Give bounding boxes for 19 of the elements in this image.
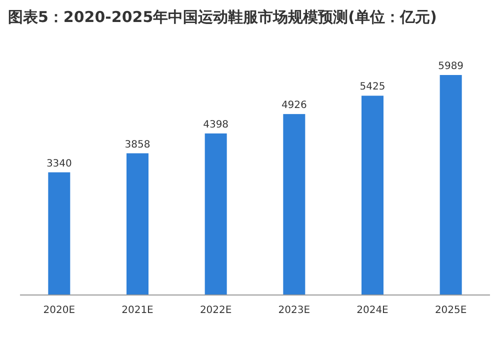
x-tick-label: 2024E bbox=[356, 305, 388, 316]
bar bbox=[48, 172, 70, 295]
x-tick-label: 2022E bbox=[200, 305, 232, 316]
bar bbox=[362, 96, 384, 295]
data-label: 4398 bbox=[203, 119, 229, 130]
data-label: 5989 bbox=[438, 61, 464, 72]
data-label: 3340 bbox=[46, 158, 72, 170]
bar bbox=[440, 75, 462, 295]
bar bbox=[283, 114, 306, 295]
data-label: 4926 bbox=[281, 100, 307, 112]
x-tick-label: 2023E bbox=[278, 305, 310, 316]
bar bbox=[126, 153, 148, 295]
x-tick-label: 2021E bbox=[122, 305, 154, 316]
chart-title: 图表5：2020-2025年中国运动鞋服市场规模预测(单位：亿元) bbox=[8, 8, 437, 26]
data-label: 5425 bbox=[360, 82, 386, 93]
bar bbox=[204, 133, 227, 295]
x-tick-label: 2025E bbox=[434, 305, 467, 316]
data-label: 3858 bbox=[124, 139, 150, 150]
x-tick-label: 2020E bbox=[43, 305, 76, 316]
